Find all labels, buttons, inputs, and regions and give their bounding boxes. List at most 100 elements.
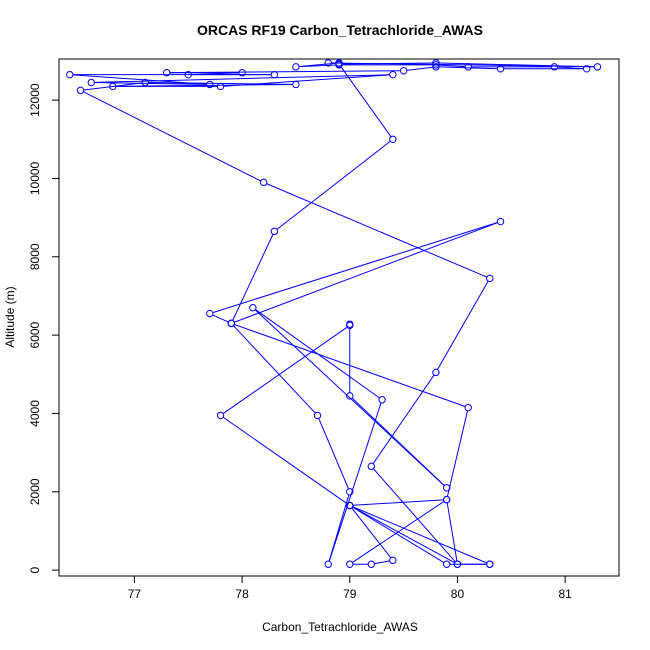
- series-segment: [352, 506, 488, 564]
- series-segment: [351, 507, 392, 559]
- y-tick-label: 2000: [28, 478, 42, 505]
- data-point: [206, 309, 214, 318]
- x-tick-label: 79: [343, 587, 357, 601]
- data-point: [432, 61, 440, 69]
- series-segment: [352, 506, 455, 564]
- series-segment: [72, 74, 207, 85]
- series-segment: [446, 410, 468, 497]
- data-point: [76, 86, 85, 95]
- series-segment: [446, 502, 458, 562]
- data-point: [367, 560, 376, 568]
- chart-title: ORCAS RF19 Carbon_Tetrachloride_AWAS: [197, 22, 483, 38]
- series-segment: [352, 500, 445, 563]
- series-segment: [222, 326, 348, 414]
- series-segment: [328, 402, 382, 562]
- data-point: [270, 70, 279, 79]
- series-segment: [266, 183, 488, 278]
- data-point: [324, 59, 332, 67]
- data-point: [399, 67, 408, 75]
- data-point: [346, 560, 354, 568]
- series-segment: [254, 309, 445, 487]
- data-point: [346, 320, 354, 328]
- data-point: [389, 556, 397, 565]
- data-point: [346, 392, 354, 400]
- series-segment: [439, 62, 595, 68]
- y-axis: 0 2000 4000 6000 8000 10000 12000: [28, 83, 60, 573]
- data-point: [550, 63, 559, 71]
- series-segment: [373, 468, 456, 563]
- series-segment: [223, 74, 390, 87]
- data-point: [335, 60, 343, 68]
- data-point: [249, 304, 257, 312]
- y-tick-label: 10000: [28, 161, 42, 195]
- x-tick-label: 77: [128, 587, 142, 601]
- data-point: [486, 560, 494, 568]
- data-point: [292, 80, 300, 89]
- data-point: [453, 560, 462, 568]
- series-segment: [212, 222, 498, 314]
- data-point: [141, 78, 149, 87]
- data-point: [432, 368, 440, 377]
- y-tick-label: 6000: [28, 321, 42, 348]
- x-axis-label: Carbon_Tetrachloride_AWAS: [262, 620, 418, 634]
- series-segment: [83, 91, 261, 182]
- series-segment: [340, 66, 392, 137]
- data-point: [442, 560, 451, 568]
- data-point: [496, 65, 505, 73]
- series-segment: [437, 280, 489, 370]
- data-point: [442, 495, 451, 504]
- data-point: [496, 217, 505, 226]
- data-point: [389, 135, 397, 143]
- series-segment: [439, 66, 498, 70]
- data-point: [162, 69, 171, 77]
- series-segment: [222, 416, 348, 505]
- data-point: [216, 82, 225, 91]
- y-tick-label: 12000: [28, 83, 42, 117]
- data-point: [66, 70, 74, 79]
- y-axis-label: Altitude (m): [3, 286, 17, 347]
- series-segment: [318, 418, 349, 490]
- data-point: [87, 78, 96, 87]
- series-segment: [557, 66, 584, 70]
- series-segment: [352, 499, 444, 506]
- data-point: [184, 70, 192, 79]
- series-segment: [276, 140, 391, 230]
- data-point: [432, 63, 440, 71]
- data-point: [206, 80, 214, 89]
- series-segment: [406, 66, 433, 71]
- data-point: [486, 274, 494, 283]
- data-point: [346, 501, 354, 510]
- data-point: [259, 178, 268, 187]
- data-point: [313, 411, 322, 420]
- data-point: [593, 63, 602, 71]
- series-segment: [169, 70, 401, 74]
- y-tick-label: 8000: [28, 243, 42, 270]
- data-point: [389, 70, 397, 79]
- data-point: [582, 65, 591, 73]
- x-axis: 77 78 79 80 81: [128, 575, 572, 601]
- series-segment: [374, 560, 390, 565]
- x-tick-label: 78: [235, 587, 249, 601]
- data-point: [227, 319, 236, 328]
- data-point: [216, 411, 225, 420]
- series-points: [66, 59, 602, 568]
- data-point: [292, 63, 300, 71]
- data-point: [346, 488, 354, 496]
- data-point: [464, 403, 472, 412]
- data-point: [432, 59, 440, 67]
- series-segment: [372, 374, 435, 464]
- series-segment: [352, 506, 445, 564]
- x-tick-label: 81: [558, 587, 572, 601]
- series-segment: [233, 325, 316, 414]
- data-point: [464, 63, 472, 71]
- series-segment: [94, 74, 390, 83]
- x-tick-label: 80: [451, 587, 465, 601]
- data-point: [238, 69, 246, 77]
- data-point: [324, 560, 332, 568]
- data-point: [367, 462, 376, 471]
- series-segment: [342, 62, 433, 65]
- series-segment: [83, 82, 143, 91]
- series-segment: [328, 494, 350, 562]
- data-point: [378, 396, 386, 404]
